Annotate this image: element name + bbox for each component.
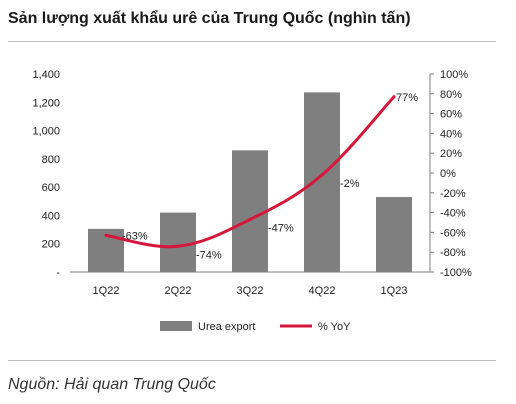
title-divider: [8, 41, 496, 42]
left-y-tick-label: 1,200: [32, 97, 60, 109]
yoy-point-1q23: [392, 95, 396, 99]
x-tick-label: 1Q23: [381, 285, 408, 297]
line-layer: [104, 95, 396, 249]
x-tick-label: 4Q22: [309, 285, 336, 297]
right-y-tick-label: -100%: [440, 267, 472, 279]
left-y-tick-label: 1,000: [32, 126, 60, 138]
left-y-tick-label: 600: [42, 182, 60, 194]
yoy-point-2q22: [176, 244, 180, 248]
chart-title: Sản lượng xuất khẩu urê của Trung Quốc (…: [8, 10, 411, 27]
yoy-data-label: 77%: [396, 92, 418, 104]
bar-3q22: [232, 150, 268, 272]
right-y-tick-label: 80%: [440, 89, 462, 101]
right-y-tick-label: -80%: [440, 247, 466, 259]
yoy-data-label: -2%: [340, 178, 360, 190]
yoy-line: [104, 95, 396, 249]
right-y-tick-label: -60%: [440, 227, 466, 239]
left-y-tick-label: -: [56, 267, 60, 279]
labels-layer: -63% -74% -47% -2% 77%: [122, 92, 418, 261]
right-y-tick-label: 100%: [440, 69, 468, 81]
right-y-tick-label: 0%: [440, 168, 456, 180]
x-tick-label: 2Q22: [165, 285, 192, 297]
legend-label-urea-export: Urea export: [198, 321, 255, 333]
x-tick-label: 1Q22: [93, 285, 120, 297]
yoy-point-3q22: [248, 218, 252, 222]
left-y-tick-label: 1,400: [32, 69, 60, 81]
bar-1q23: [376, 197, 412, 272]
left-y-tick-label: 200: [42, 239, 60, 251]
legend-swatch-urea-export: [160, 321, 192, 331]
legend-label-yoy: % YoY: [318, 321, 351, 333]
right-y-tick-label: -40%: [440, 208, 466, 220]
bar-4q22: [304, 92, 340, 272]
yoy-data-label: -47%: [268, 223, 294, 235]
source-note: Nguồn: Hải quan Trung Quốc: [8, 376, 216, 393]
yoy-data-label: -63%: [122, 230, 148, 242]
axis-layer: - 200 400 600 800 1,000 1,200 1,400 -100% -80% -60…: [32, 69, 472, 297]
bars-layer: [88, 92, 412, 272]
yoy-point-1q22: [104, 233, 108, 237]
right-y-tick-label: -20%: [440, 188, 466, 200]
bar-2q22: [160, 212, 196, 272]
left-y-tick-label: 800: [42, 154, 60, 166]
yoy-point-4q22: [320, 173, 324, 177]
left-y-tick-label: 400: [42, 210, 60, 222]
right-y-tick-label: 20%: [440, 148, 462, 160]
source-divider: [8, 360, 496, 361]
x-tick-label: 3Q22: [237, 285, 264, 297]
yoy-data-label: -74%: [196, 249, 222, 261]
legend: Urea export % YoY: [160, 321, 351, 333]
right-y-tick-label: 40%: [440, 128, 462, 140]
right-y-tick-label: 60%: [440, 109, 462, 121]
